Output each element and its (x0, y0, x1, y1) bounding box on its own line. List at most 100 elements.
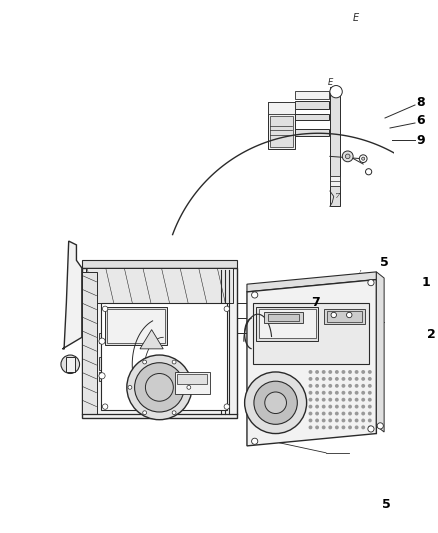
Polygon shape (330, 87, 340, 206)
Text: 7: 7 (335, 192, 340, 200)
Circle shape (348, 418, 352, 422)
Circle shape (361, 377, 365, 381)
Circle shape (99, 338, 105, 344)
Circle shape (361, 418, 365, 422)
Polygon shape (140, 329, 163, 349)
Text: 1: 1 (422, 277, 431, 289)
Circle shape (308, 370, 312, 374)
Circle shape (368, 426, 374, 432)
Polygon shape (295, 130, 329, 135)
Polygon shape (268, 102, 295, 114)
Circle shape (359, 155, 367, 163)
Circle shape (342, 391, 346, 394)
Circle shape (328, 370, 332, 374)
Bar (99, 334, 105, 343)
Circle shape (331, 312, 336, 318)
Text: E: E (328, 78, 333, 87)
Circle shape (328, 384, 332, 387)
Polygon shape (268, 102, 295, 149)
Text: 2: 2 (427, 328, 436, 342)
Circle shape (61, 355, 80, 374)
Circle shape (322, 377, 325, 381)
Circle shape (322, 405, 325, 408)
Circle shape (308, 391, 312, 394)
Circle shape (265, 392, 286, 414)
Circle shape (348, 391, 352, 394)
Bar (66, 357, 75, 372)
Circle shape (361, 405, 365, 408)
Circle shape (368, 391, 372, 394)
Circle shape (348, 405, 352, 408)
Bar (264, 312, 303, 324)
Circle shape (335, 418, 339, 422)
Circle shape (322, 384, 325, 387)
Circle shape (355, 398, 359, 401)
Circle shape (308, 377, 312, 381)
Circle shape (368, 418, 372, 422)
Circle shape (355, 384, 359, 387)
Circle shape (355, 405, 359, 408)
Text: 8: 8 (416, 96, 424, 109)
Circle shape (328, 418, 332, 422)
Circle shape (315, 370, 319, 374)
Polygon shape (86, 268, 233, 303)
Circle shape (368, 398, 372, 401)
Polygon shape (376, 272, 384, 432)
Circle shape (368, 405, 372, 408)
Circle shape (335, 370, 339, 374)
Circle shape (368, 370, 372, 374)
Circle shape (143, 411, 147, 415)
Circle shape (224, 306, 230, 311)
Circle shape (342, 398, 346, 401)
Circle shape (224, 404, 230, 409)
Bar (107, 309, 165, 343)
Text: 5: 5 (380, 256, 389, 270)
Circle shape (355, 411, 359, 415)
Circle shape (330, 85, 342, 98)
Circle shape (342, 405, 346, 408)
Circle shape (254, 381, 297, 424)
Circle shape (315, 398, 319, 401)
Circle shape (328, 391, 332, 394)
Circle shape (308, 411, 312, 415)
Bar (330, 175, 340, 185)
Circle shape (308, 384, 312, 387)
Circle shape (328, 398, 332, 401)
Circle shape (346, 312, 352, 318)
Bar (327, 311, 362, 322)
Bar (325, 309, 365, 324)
Circle shape (322, 418, 325, 422)
Circle shape (328, 377, 332, 381)
Circle shape (355, 370, 359, 374)
Circle shape (377, 423, 383, 429)
Bar (101, 303, 227, 410)
Circle shape (348, 384, 352, 387)
Circle shape (342, 151, 353, 161)
Circle shape (328, 411, 332, 415)
Polygon shape (82, 272, 97, 414)
Circle shape (355, 391, 359, 394)
Circle shape (335, 377, 339, 381)
Circle shape (322, 370, 325, 374)
Circle shape (315, 418, 319, 422)
Circle shape (335, 411, 339, 415)
Circle shape (328, 425, 332, 429)
Circle shape (315, 377, 319, 381)
Bar (105, 306, 167, 345)
Circle shape (308, 425, 312, 429)
Circle shape (315, 425, 319, 429)
Circle shape (342, 377, 346, 381)
Circle shape (315, 384, 319, 387)
Text: 5: 5 (382, 498, 391, 512)
Circle shape (308, 418, 312, 422)
Circle shape (355, 418, 359, 422)
Bar (256, 306, 318, 341)
Circle shape (368, 425, 372, 429)
Circle shape (335, 384, 339, 387)
Circle shape (315, 391, 319, 394)
Polygon shape (63, 241, 82, 349)
Text: 9: 9 (416, 133, 424, 147)
Polygon shape (82, 268, 237, 418)
Circle shape (308, 405, 312, 408)
Circle shape (322, 425, 325, 429)
